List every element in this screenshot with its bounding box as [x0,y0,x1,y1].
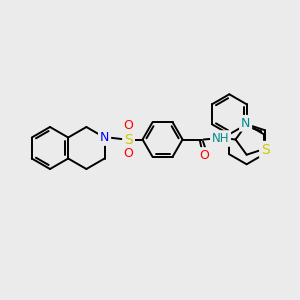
Text: O: O [124,147,134,160]
Text: O: O [124,119,134,132]
Text: S: S [124,133,133,146]
Text: O: O [200,149,209,162]
Text: NH: NH [212,132,229,145]
Text: N: N [241,117,250,130]
Text: N: N [100,131,109,144]
Text: S: S [261,143,270,157]
